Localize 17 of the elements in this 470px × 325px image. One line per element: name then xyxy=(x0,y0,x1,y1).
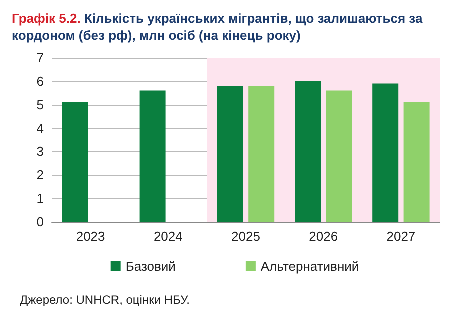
y-tick-label: 2 xyxy=(36,168,44,183)
x-tick-label: 2027 xyxy=(386,229,416,244)
x-tick-label: 2024 xyxy=(154,229,183,244)
chart-title: Графік 5.2. Кількість українських мігрантів, що залишаються за кордоном (без рф), млн осіб (на кінець року) xyxy=(12,11,423,43)
y-tick-label: 7 xyxy=(36,50,44,66)
text: Джерело: UNHCR, оцінки НБУ. xyxy=(20,293,190,307)
legend-label: Альтернативний xyxy=(260,259,360,274)
y-tick-label: 3 xyxy=(36,144,44,160)
y-tick-label: 0 xyxy=(36,214,44,230)
y-tick-label: 5 xyxy=(36,97,44,112)
x-tick-label: 2026 xyxy=(309,229,338,244)
legend-label: Базовий xyxy=(126,259,176,274)
y-tick-label: 6 xyxy=(36,74,44,89)
x-tick-label: 2025 xyxy=(232,229,260,244)
x-tick-label: 2023 xyxy=(76,229,106,244)
y-tick-label: 1 xyxy=(36,191,44,206)
y-tick-label: 4 xyxy=(36,120,44,136)
